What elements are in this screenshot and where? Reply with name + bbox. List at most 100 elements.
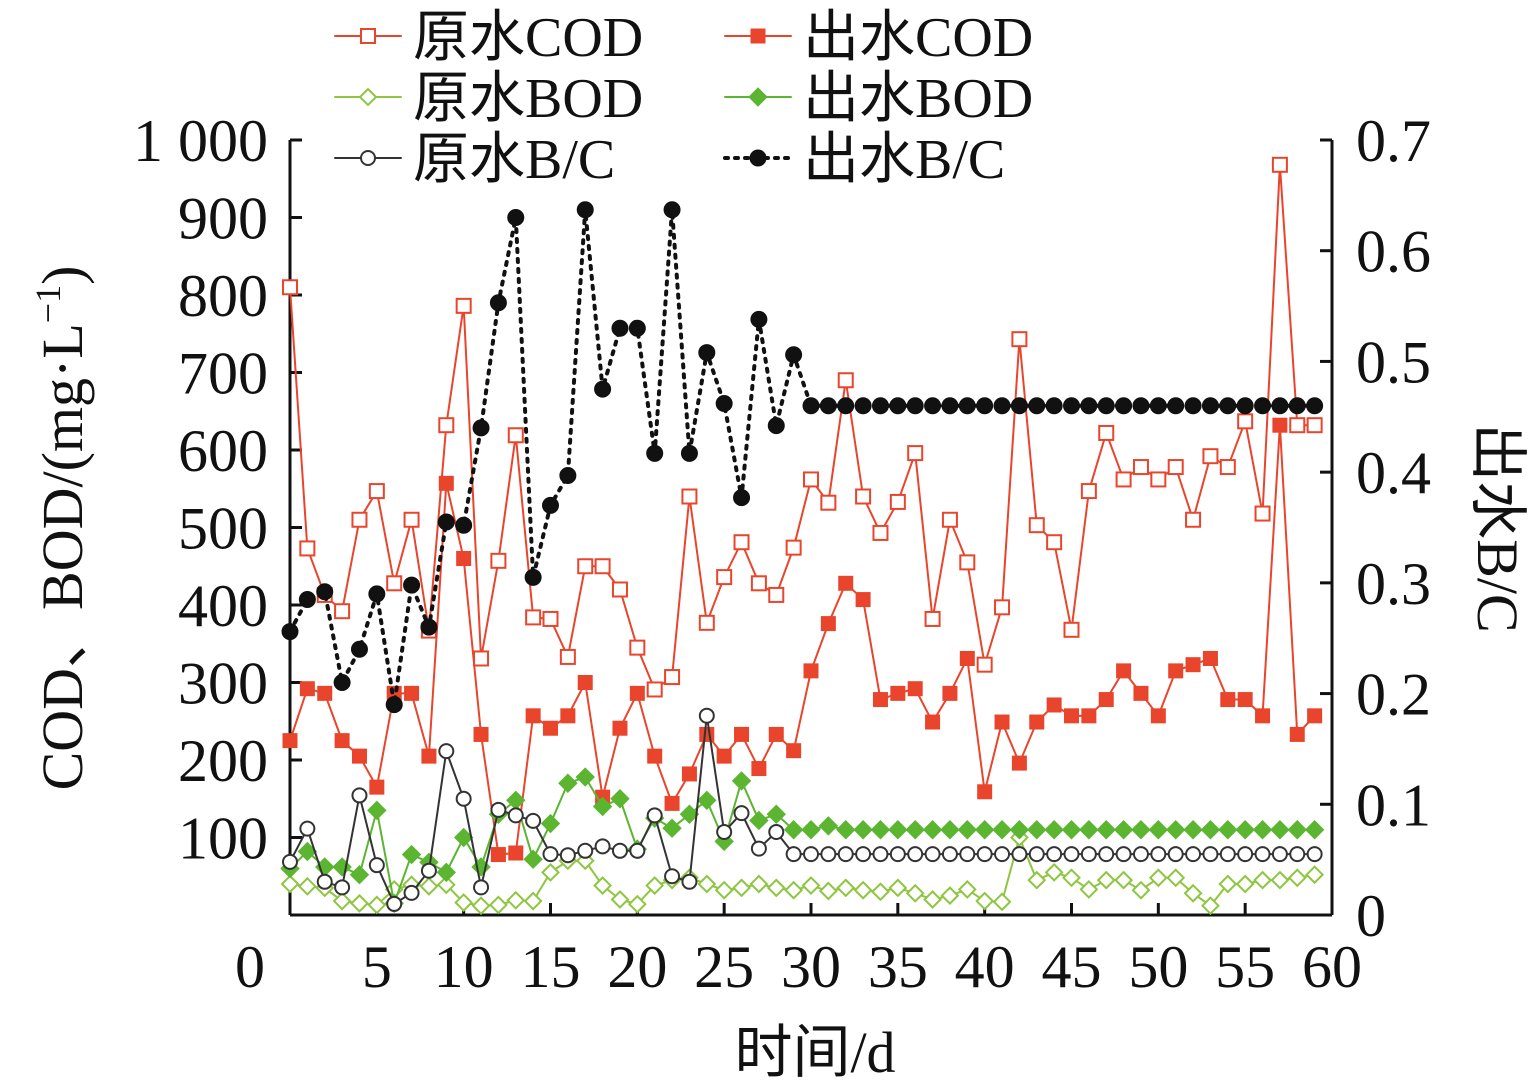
data-point [628,319,646,337]
data-point [888,878,908,898]
legend-label: 原水B/C [413,129,615,191]
data-point [471,896,491,916]
data-point [1235,820,1255,840]
data-point [543,720,558,736]
data-point [281,623,299,641]
data-point [1219,459,1236,476]
data-point [714,880,734,900]
data-point [1255,708,1271,724]
data-point [786,743,802,759]
data-point [1115,846,1132,863]
data-point [785,846,802,863]
data-point [907,846,924,863]
data-point [1165,820,1186,840]
data-point [558,773,578,793]
data-point [1202,846,1219,863]
data-point [783,820,804,840]
data-point [525,609,542,626]
y-right-tick-label: 0.4 [1356,440,1431,506]
data-point [993,397,1011,415]
data-point [837,846,854,863]
data-point [507,807,524,824]
data-point [1079,820,1099,840]
data-point [698,614,715,631]
data-point [1184,397,1202,415]
data-point [1254,505,1271,522]
data-point [750,840,767,857]
data-point [282,279,298,296]
data-point [577,558,594,575]
data-point [594,380,612,398]
legend-entry: 原水B/C [334,129,615,191]
data-point [1218,820,1238,840]
data-point [611,581,628,598]
y-left-tick-label: 400 [178,573,268,639]
data-point [1201,896,1220,916]
data-point [316,873,333,890]
data-point [420,618,438,636]
data-point [1185,511,1202,528]
data-point [818,816,839,836]
data-point [977,784,993,800]
data-point [838,575,854,591]
y-axis-title-left-sup: −1 [28,285,68,323]
data-point [1133,685,1149,701]
data-point [715,395,733,412]
data-point [1096,870,1116,890]
data-point [1148,820,1169,840]
data-point [957,820,978,840]
data-point [679,804,700,824]
data-point [1028,517,1045,534]
data-point [436,875,456,895]
data-point [697,790,717,811]
data-point [1202,650,1218,666]
data-point [1132,397,1150,415]
legend-marker [749,149,767,167]
x-tick-label: 15 [521,934,581,1000]
data-point [957,880,977,899]
data-point [299,820,316,837]
data-point [1271,846,1288,863]
data-point [750,575,767,592]
data-point [525,812,542,829]
data-point [1237,692,1253,708]
data-point [820,616,836,632]
data-point [1080,483,1097,500]
series-1 [282,156,1323,698]
data-point [1220,692,1236,708]
data-point [456,551,472,566]
y-left-tick-label: 500 [178,496,268,562]
data-point [612,720,628,736]
data-point [1115,471,1132,488]
data-point [610,789,630,809]
data-point [906,397,924,415]
data-point [1080,397,1098,415]
data-point [854,397,872,415]
data-point [541,862,560,882]
data-point [819,397,837,415]
data-point [1062,868,1081,888]
data-point [611,319,629,337]
data-point [1168,663,1184,679]
data-point [801,820,821,840]
data-point [1011,755,1027,771]
data-point [299,681,315,697]
data-point [768,586,785,603]
y-right-tick-label: 0.1 [1356,772,1431,838]
data-point [1098,424,1115,441]
x-tick-label: 30 [781,934,841,1000]
data-point [1219,846,1236,863]
data-point [559,847,576,864]
data-point [1183,820,1203,840]
data-point [437,513,455,531]
data-point [959,554,976,571]
data-point [629,842,646,859]
data-point [490,847,506,863]
y-right-tick-label: 0.5 [1356,329,1431,395]
data-point [525,708,541,724]
data-point [1097,397,1115,415]
series-4 [280,767,1325,914]
data-point [507,209,525,226]
data-point [577,675,593,690]
data-point [958,397,976,415]
